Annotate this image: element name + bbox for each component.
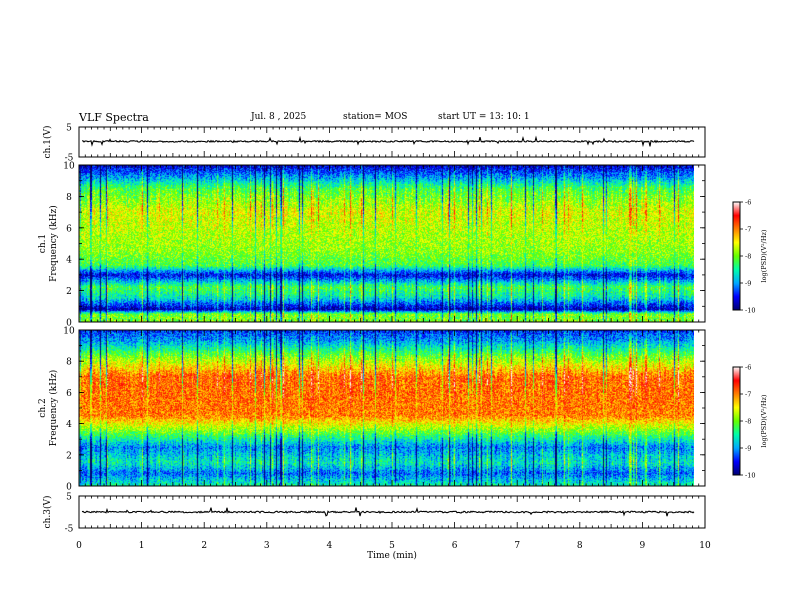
- x-tick-label: 5: [389, 541, 395, 551]
- ch1-spectrogram-ytick-label: 2: [66, 287, 72, 297]
- ch2-spectrogram-colorbar: [733, 367, 740, 475]
- ch1-voltage-trace: [81, 135, 695, 148]
- ch2-spectrogram-ytick-label: 2: [66, 451, 72, 461]
- ch3-voltage-trace: [81, 506, 695, 517]
- ch1-spectrogram-ylabel-channel: ch.1: [38, 234, 48, 253]
- ch2-spectrogram-colorbar-tick-label: -10: [745, 472, 755, 480]
- ch1-spectrogram-ytick-label: 4: [66, 256, 72, 266]
- ch1-spectrogram-image: [79, 165, 694, 322]
- ch1-spectrogram-colorbar-tick-label: -7: [745, 226, 751, 234]
- x-tick-label: 2: [201, 541, 207, 551]
- ch1-spectrogram-ytick-label: 6: [66, 224, 72, 234]
- x-tick-label: 1: [139, 541, 145, 551]
- ch2-spectrogram-ytick-label: 8: [66, 358, 72, 368]
- ch2-spectrogram-colorbar-tick-label: -8: [745, 418, 751, 426]
- ch3-voltage-ytick-label: 5: [66, 493, 72, 503]
- x-axis-label: Time (min): [367, 550, 417, 561]
- ch1-spectrogram-colorbar-tick-label: -6: [745, 199, 751, 207]
- header-start-time: start UT = 13: 10: 1: [438, 112, 530, 122]
- ch1-voltage-ytick-label: -5: [65, 154, 74, 164]
- x-tick-label: 4: [327, 541, 333, 551]
- ch1-spectrogram-colorbar: [733, 202, 740, 310]
- chart-title: VLF Spectra: [79, 111, 149, 124]
- x-tick-label: 10: [699, 541, 711, 551]
- header-station: station= MOS: [343, 112, 408, 122]
- ch1-spectrogram-colorbar-tick-label: -9: [745, 280, 751, 288]
- ch1-voltage-ylabel: ch.1(V): [42, 126, 53, 159]
- ch2-spectrogram-colorbar-tick-label: -9: [745, 445, 751, 453]
- ch2-spectrogram-colorbar-tick-label: -7: [745, 391, 751, 399]
- x-tick-label: 7: [514, 541, 520, 551]
- ch2-spectrogram-ytick-label: 6: [66, 389, 72, 399]
- ch3-voltage-ylabel: ch.3(V): [42, 496, 53, 529]
- x-tick-label: 3: [264, 541, 270, 551]
- ch3-voltage-ytick-label: -5: [65, 525, 74, 535]
- header-date: Jul. 8 , 2025: [251, 112, 307, 122]
- ch1-spectrogram-ytick-label: 10: [63, 162, 75, 172]
- ch2-spectrogram-colorbar-label: log(PSD)(V²/Hz): [760, 394, 768, 447]
- x-tick-label: 8: [577, 541, 583, 551]
- ch1-voltage-ytick-label: 5: [66, 124, 72, 134]
- ch1-spectrogram-ylabel: Frequency (kHz): [48, 205, 59, 282]
- x-tick-label: 0: [76, 541, 82, 551]
- ch2-spectrogram-ytick-label: 0: [66, 483, 72, 493]
- ch2-spectrogram-ylabel: Frequency (kHz): [48, 370, 59, 447]
- x-tick-label: 9: [640, 541, 646, 551]
- ch1-spectrogram-ytick-label: 0: [66, 319, 72, 329]
- ch1-spectrogram-colorbar-tick-label: -8: [745, 253, 751, 261]
- ch1-spectrogram-ytick-label: 8: [66, 193, 72, 203]
- x-tick-label: 6: [452, 541, 458, 551]
- ch2-spectrogram-image: [79, 330, 694, 486]
- ch2-spectrogram-ytick-label: 4: [66, 420, 72, 430]
- ch1-spectrogram-colorbar-tick-label: -10: [745, 307, 755, 315]
- ch2-spectrogram-ylabel-channel: ch.2: [38, 398, 48, 417]
- ch1-spectrogram-colorbar-label: log(PSD)(V²/Hz): [760, 229, 768, 282]
- ch2-spectrogram-colorbar-tick-label: -6: [745, 364, 751, 372]
- ch2-spectrogram-ytick-label: 10: [63, 327, 75, 337]
